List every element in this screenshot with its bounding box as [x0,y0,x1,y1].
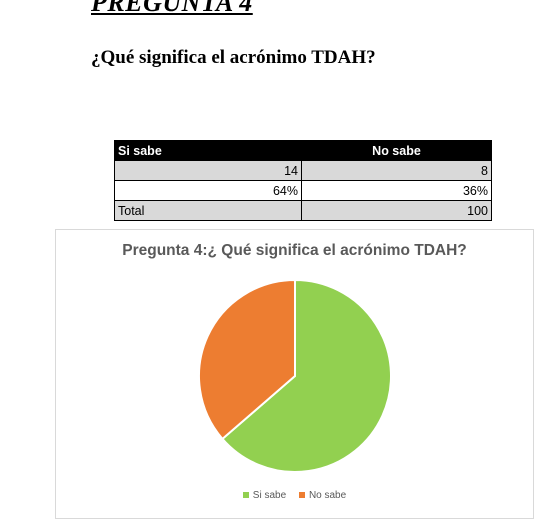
total-value: 100 [301,200,492,221]
legend-swatch-no-sabe [298,492,305,499]
table-row-counts: 14 8 [114,160,492,181]
percent-si-sabe: 64% [114,180,302,201]
legend-label-si-sabe: Si sabe [252,490,287,501]
pie-slice-no-sabe [198,278,296,441]
question-text: ¿Qué significa el acrónimo TDAH? [91,47,376,68]
table-row-total: Total 100 [114,200,492,221]
chart-legend: Si sabe No sabe [56,490,533,501]
total-label: Total [114,200,302,221]
table-header-row: Si sabe No sabe [114,140,492,161]
pie-chart: Pregunta 4:¿ Qué significa el acrónimo T… [55,229,534,519]
pie-slice-si-sabe [221,278,392,473]
pie-plot [198,278,392,473]
legend-label-no-sabe: No sabe [308,490,347,501]
legend-item-si-sabe: Si sabe [242,490,287,501]
document-heading: PREGUNTA 4 [91,0,253,17]
count-si-sabe: 14 [114,160,302,181]
chart-title: Pregunta 4:¿ Qué significa el acrónimo T… [122,242,467,259]
header-si-sabe: Si sabe [114,140,302,161]
table-row-percents: 64% 36% [114,180,492,201]
legend-swatch-si-sabe [242,492,249,499]
percent-no-sabe: 36% [301,180,492,201]
count-no-sabe: 8 [301,160,492,181]
header-no-sabe: No sabe [301,140,492,161]
results-table: Si sabe No sabe 14 8 64% 36% Total 100 [114,140,492,221]
legend-item-no-sabe: No sabe [298,490,347,501]
